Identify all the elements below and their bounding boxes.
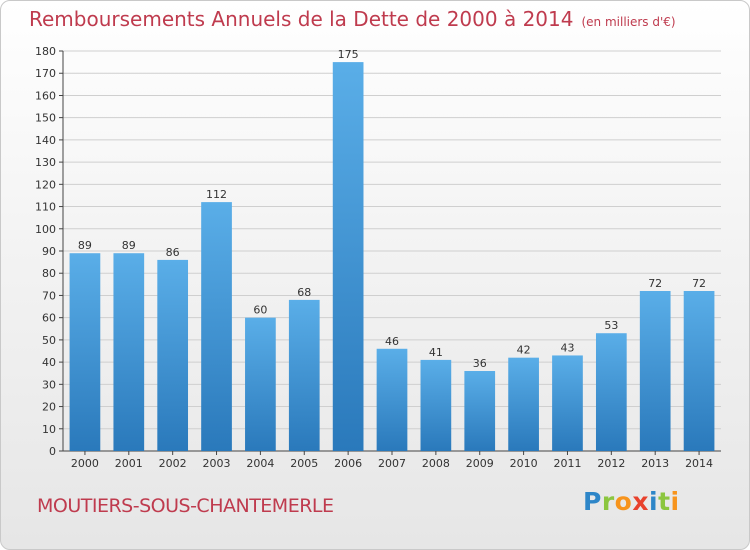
- bar-value-label: 60: [253, 304, 267, 317]
- y-tick-label: 130: [35, 156, 56, 169]
- y-tick-label: 170: [35, 67, 56, 80]
- logo-letter: t: [658, 487, 671, 516]
- logo-letter: x: [632, 487, 649, 516]
- bar-value-label: 89: [78, 239, 92, 252]
- x-tick-label: 2010: [510, 457, 538, 470]
- logo-letter: r: [601, 487, 615, 516]
- bar-2001: [113, 253, 145, 451]
- bar-2014: [683, 291, 715, 451]
- bar-value-label: 72: [692, 277, 706, 290]
- commune-name: MOUTIERS-SOUS-CHANTEMERLE: [37, 495, 334, 517]
- x-tick-label: 2009: [466, 457, 494, 470]
- y-tick-label: 100: [35, 223, 56, 236]
- bar-value-label: 53: [604, 319, 618, 332]
- logo-letter: P: [583, 487, 602, 516]
- bar-2000: [69, 253, 101, 451]
- chart-title-block: Remboursements Annuels de la Dette de 20…: [29, 7, 676, 31]
- bars: [69, 62, 715, 451]
- y-tick-label: 30: [42, 378, 56, 391]
- y-tick-label: 0: [49, 445, 56, 458]
- y-tick-label: 90: [42, 245, 56, 258]
- bar-2013: [639, 291, 671, 451]
- bar-2002: [157, 259, 189, 451]
- y-tick-label: 60: [42, 312, 56, 325]
- bar-value-label: 86: [166, 246, 180, 259]
- chart-title: Remboursements Annuels de la Dette de 20…: [29, 7, 574, 31]
- x-tick-label: 2007: [378, 457, 406, 470]
- bar-value-label: 36: [473, 357, 487, 370]
- bar-2003: [201, 202, 232, 451]
- logo-letter: i: [649, 487, 659, 516]
- x-axis-ticks: 2000 2001 2002 2003 2004 2005 2006 2007 2008 2009…: [71, 451, 713, 470]
- x-tick-label: 2005: [290, 457, 318, 470]
- x-tick-label: 2000: [71, 457, 99, 470]
- x-tick-label: 2008: [422, 457, 450, 470]
- bar-2008: [420, 359, 452, 451]
- bar-value-label: 42: [517, 344, 531, 357]
- bar-value-label: 46: [385, 335, 399, 348]
- x-tick-label: 2013: [641, 457, 669, 470]
- bar-value-label: 72: [648, 277, 662, 290]
- bar-value-label: 89: [122, 239, 136, 252]
- y-tick-label: 10: [42, 423, 56, 436]
- proxiti-logo: Proxiti: [583, 487, 680, 516]
- x-tick-label: 2001: [115, 457, 143, 470]
- y-tick-label: 160: [35, 89, 56, 102]
- y-tick-label: 20: [42, 401, 56, 414]
- bar-2004: [245, 317, 276, 451]
- bar-value-label: 68: [297, 286, 311, 299]
- x-tick-label: 2014: [685, 457, 713, 470]
- y-tick-label: 110: [35, 201, 56, 214]
- logo-letter: o: [614, 487, 633, 516]
- value-labels: 89 89 86 112 60 68 175 46 41 36 42 43 53 72 72: [78, 48, 706, 370]
- x-tick-label: 2011: [553, 457, 581, 470]
- bar-2009: [464, 371, 496, 451]
- y-axis-ticks: 0 10 20 30 40 50 60 70 80 90 100 110 120 130 140 150 160…: [35, 45, 63, 458]
- y-tick-label: 40: [42, 356, 56, 369]
- y-tick-label: 50: [42, 334, 56, 347]
- x-tick-label: 2012: [597, 457, 625, 470]
- x-tick-label: 2003: [203, 457, 231, 470]
- bar-value-label: 41: [429, 346, 443, 359]
- y-tick-label: 120: [35, 178, 56, 191]
- x-tick-label: 2002: [159, 457, 187, 470]
- bar-2011: [552, 355, 583, 451]
- y-tick-label: 80: [42, 267, 56, 280]
- bar-2010: [508, 357, 539, 451]
- bar-value-label: 43: [560, 341, 574, 354]
- y-tick-label: 150: [35, 112, 56, 125]
- y-tick-label: 140: [35, 134, 56, 147]
- bar-2005: [288, 299, 320, 451]
- bar-2007: [376, 348, 408, 451]
- bar-2012: [595, 333, 627, 451]
- x-tick-label: 2006: [334, 457, 362, 470]
- y-tick-label: 180: [35, 45, 56, 58]
- bar-value-label: 175: [338, 48, 359, 61]
- y-tick-label: 70: [42, 289, 56, 302]
- x-tick-label: 2004: [246, 457, 274, 470]
- bar-value-label: 112: [206, 188, 227, 201]
- logo-letter: i: [670, 487, 680, 516]
- chart-unit-note: (en milliers d'€): [581, 15, 676, 29]
- bar-2006: [332, 62, 364, 451]
